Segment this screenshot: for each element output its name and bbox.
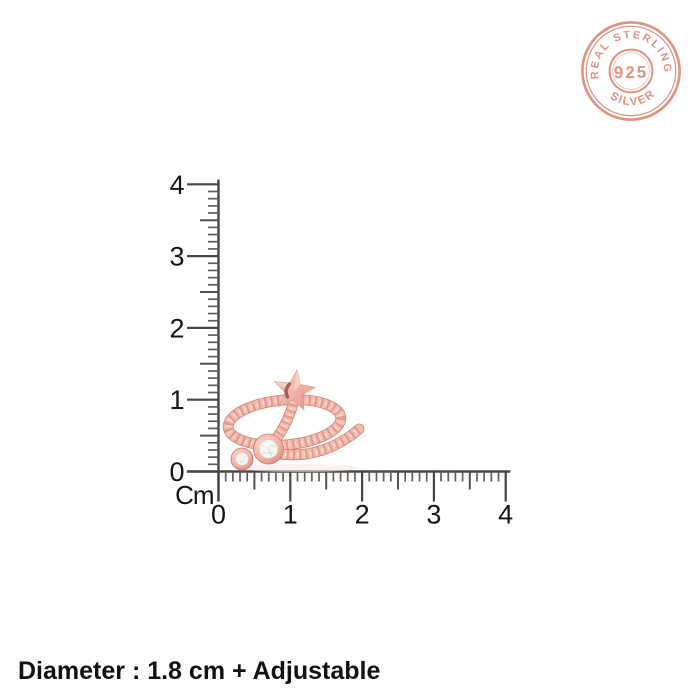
star-icon <box>273 368 317 411</box>
star-charm <box>273 368 317 411</box>
ring-shadow <box>240 464 360 472</box>
stamp-outer-circle-2 <box>585 25 677 117</box>
ruler-number: 0 <box>211 500 226 530</box>
svg-text:SILVER: SILVER <box>607 87 659 110</box>
ruler-number: 2 <box>355 500 370 530</box>
stamp-inner-circle <box>608 48 654 94</box>
stamp-text-bottom: SILVER <box>607 87 659 110</box>
ruler-number: 3 <box>169 242 184 272</box>
ruler-number: 1 <box>169 385 184 415</box>
vertical-ruler: 4 3 2 1 0 <box>169 170 220 502</box>
ruler-number: 3 <box>426 500 441 530</box>
bezel-stone-large <box>253 433 284 465</box>
horizontal-ruler: 0 1 2 3 4 <box>186 470 513 530</box>
ruler-number: 1 <box>283 500 298 530</box>
bezel-stone-small <box>230 447 254 471</box>
stamp-outer-circle <box>581 21 681 121</box>
ruler-number: 0 <box>169 457 184 487</box>
ruler-number: 4 <box>498 500 513 530</box>
stamp-925-text: 925 <box>614 63 649 83</box>
ruler-number: 2 <box>169 313 184 343</box>
caption-diameter: Diameter : 1.8 cm + Adjustable <box>18 657 381 685</box>
stamp-inner-circle-2 <box>612 52 650 90</box>
ruler-number: 4 <box>169 170 184 200</box>
star-wrap-ring-photo <box>226 368 360 472</box>
sterling-silver-stamp: REAL STERLING SILVER 925 <box>581 21 681 121</box>
ruler-unit-label: Cm <box>175 480 213 510</box>
